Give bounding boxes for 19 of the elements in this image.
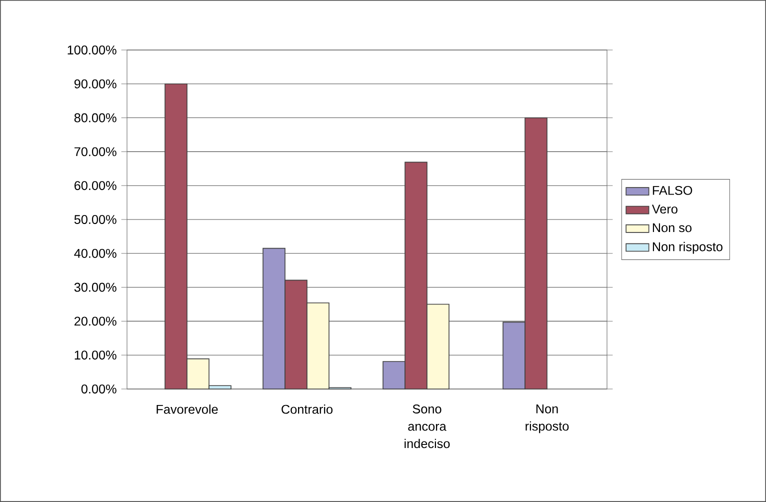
y-tick-label: 40.00% xyxy=(74,248,116,258)
x-tick-label: Non risposto xyxy=(526,404,569,434)
x-tick-label: Sono ancora indeciso xyxy=(404,404,450,448)
y-tick-label: 30.00% xyxy=(74,282,116,292)
legend-label: Non risposto xyxy=(652,242,722,254)
y-tick-label: 20.00% xyxy=(74,316,116,326)
y-tick-label: 60.00% xyxy=(74,181,116,190)
y-tick-label: 0.00% xyxy=(81,384,116,394)
y-tick-label: 50.00% xyxy=(74,215,116,224)
y-tick-label: 10.00% xyxy=(74,350,116,360)
legend-label: FALSO xyxy=(652,186,692,195)
legend-label: Vero xyxy=(652,204,678,214)
legend-label: Non so xyxy=(652,223,692,232)
x-tick-label: Favorevole xyxy=(156,404,218,414)
y-tick-label: 70.00% xyxy=(74,147,116,156)
x-tick-label: Contrario xyxy=(282,404,333,414)
y-tick-label: 90.00% xyxy=(74,79,116,88)
y-tick-label: 80.00% xyxy=(74,113,116,122)
y-tick-label: 100.00% xyxy=(68,46,116,54)
